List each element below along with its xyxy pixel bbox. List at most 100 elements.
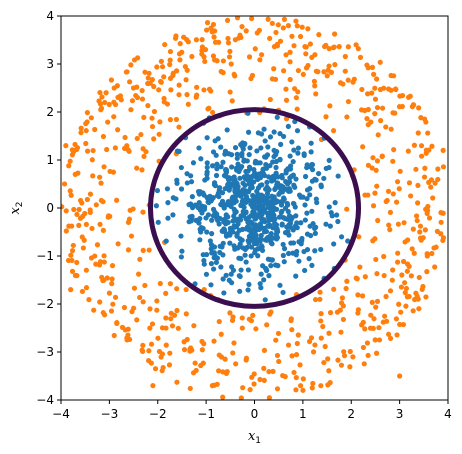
data-point-orange	[105, 119, 111, 125]
data-point-orange	[184, 92, 190, 98]
data-point-orange	[134, 165, 140, 171]
data-point-orange	[151, 108, 158, 115]
data-point-blue	[246, 198, 253, 204]
data-point-blue	[221, 172, 228, 179]
data-point-orange	[156, 348, 163, 355]
data-point-orange	[375, 132, 381, 138]
data-point-orange	[214, 381, 220, 387]
data-point-orange	[372, 236, 378, 242]
data-point-orange	[154, 298, 160, 304]
data-point-orange	[63, 228, 69, 234]
data-point-orange	[149, 321, 156, 327]
data-point-orange	[373, 256, 379, 263]
data-point-orange	[396, 186, 402, 192]
data-point-orange	[173, 116, 180, 123]
data-point-orange	[383, 293, 389, 300]
data-point-orange	[417, 229, 423, 235]
data-point-blue	[335, 173, 341, 179]
data-point-orange	[128, 107, 134, 113]
data-point-orange	[109, 263, 116, 269]
data-point-orange	[393, 316, 399, 322]
data-point-orange	[140, 342, 146, 348]
data-point-blue	[326, 204, 332, 210]
data-point-blue	[291, 147, 297, 153]
data-point-orange	[163, 290, 169, 296]
data-point-orange	[208, 88, 214, 94]
data-point-orange	[379, 153, 385, 160]
data-point-blue	[220, 276, 226, 282]
data-point-orange	[401, 258, 407, 265]
data-point-blue	[258, 232, 264, 239]
data-point-orange	[211, 57, 218, 63]
data-point-blue	[245, 267, 251, 273]
data-point-orange	[342, 53, 348, 60]
data-point-blue	[214, 211, 220, 217]
data-point-blue	[298, 220, 304, 226]
data-point-orange	[194, 84, 200, 90]
data-point-orange	[424, 210, 430, 216]
data-point-orange	[293, 95, 299, 101]
data-point-orange	[419, 286, 425, 292]
data-point-orange	[322, 343, 328, 350]
data-point-orange	[353, 42, 359, 48]
data-point-orange	[128, 233, 135, 239]
data-point-orange	[325, 356, 331, 362]
data-point-orange	[83, 285, 90, 291]
data-point-orange	[251, 381, 257, 387]
data-point-orange	[326, 330, 332, 336]
data-point-blue	[165, 215, 171, 221]
data-point-blue	[198, 156, 204, 162]
data-point-blue	[274, 206, 280, 212]
data-point-orange	[240, 385, 246, 391]
data-point-orange	[375, 217, 381, 224]
data-point-blue	[186, 202, 192, 208]
data-point-orange	[218, 331, 224, 337]
data-point-orange	[390, 191, 396, 197]
data-point-blue	[239, 226, 246, 232]
data-point-blue	[302, 202, 308, 208]
data-point-blue	[290, 159, 296, 165]
data-point-orange	[423, 294, 429, 300]
data-point-orange	[264, 322, 270, 328]
data-point-orange	[69, 248, 76, 254]
data-point-orange	[101, 259, 107, 265]
data-point-blue	[321, 175, 327, 182]
data-point-orange	[269, 20, 275, 27]
y-tick-label: −2	[36, 297, 54, 311]
data-point-orange	[104, 146, 110, 153]
data-point-orange	[167, 117, 173, 123]
data-point-orange	[403, 303, 409, 309]
data-point-orange	[267, 35, 273, 42]
data-point-orange	[104, 275, 110, 281]
data-point-orange	[238, 395, 244, 400]
data-point-blue	[334, 212, 340, 218]
x-tick-label: 1	[299, 407, 307, 421]
data-point-blue	[252, 216, 258, 222]
data-point-orange	[354, 276, 360, 282]
data-point-blue	[231, 223, 237, 229]
data-point-orange	[168, 87, 174, 93]
data-point-orange	[72, 272, 78, 279]
data-point-orange	[411, 250, 417, 256]
data-point-orange	[98, 180, 104, 186]
data-point-blue	[262, 138, 268, 144]
data-point-orange	[440, 164, 447, 170]
data-point-orange	[90, 147, 96, 154]
data-point-orange	[309, 385, 315, 391]
data-point-blue	[264, 184, 270, 190]
data-point-blue	[244, 158, 250, 164]
data-point-orange	[111, 85, 117, 91]
data-point-blue	[296, 258, 302, 264]
data-point-orange	[372, 337, 378, 343]
data-point-blue	[273, 199, 279, 206]
data-point-blue	[273, 164, 279, 171]
data-point-orange	[199, 347, 205, 353]
data-point-orange	[362, 274, 368, 280]
data-point-orange	[369, 64, 376, 70]
data-point-orange	[167, 61, 173, 68]
data-point-blue	[242, 191, 248, 197]
data-point-blue	[258, 192, 264, 198]
data-point-blue	[251, 167, 257, 173]
data-point-orange	[190, 370, 197, 376]
data-point-orange	[424, 269, 430, 275]
